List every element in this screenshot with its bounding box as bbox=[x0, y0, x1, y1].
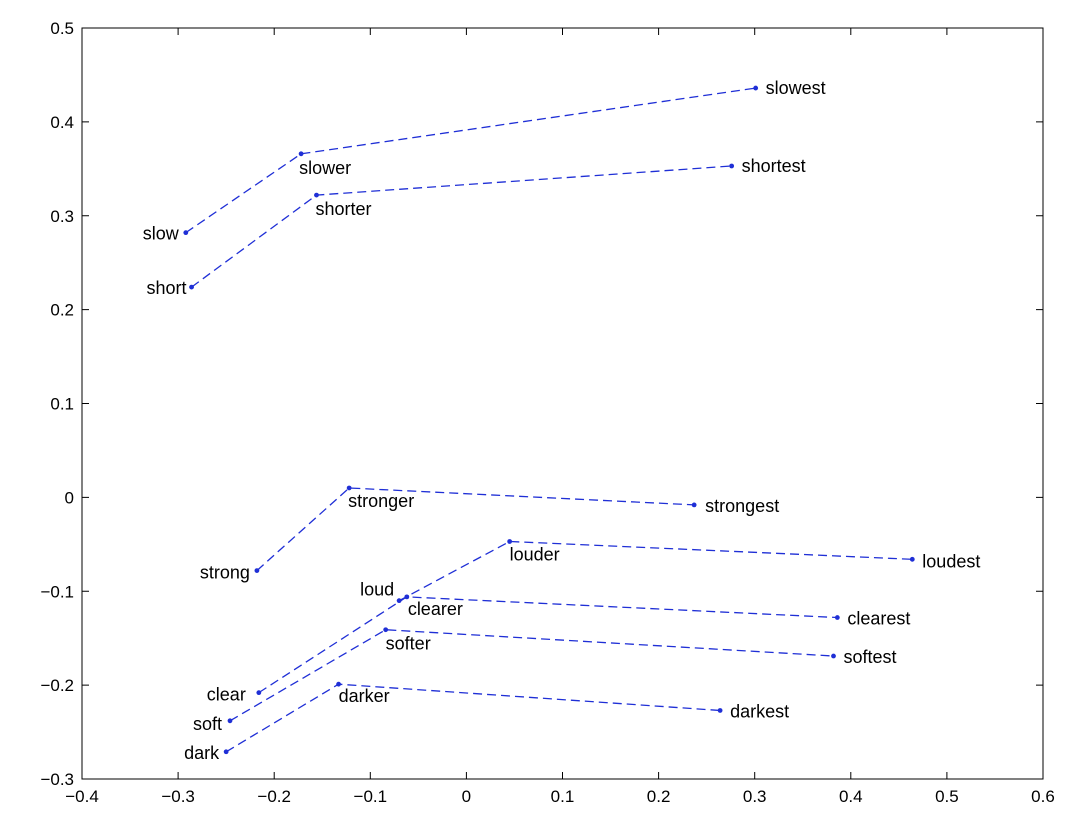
plot-area bbox=[81, 27, 1044, 780]
point-labels: slow slower slowest short shorter shortest str… bbox=[143, 78, 981, 763]
point-label: loudest bbox=[922, 551, 980, 571]
point-label: darkest bbox=[730, 701, 789, 721]
point-label: softer bbox=[386, 634, 431, 654]
x-tick-label: 0 bbox=[462, 787, 471, 806]
series-line bbox=[398, 540, 913, 602]
point-label: slower bbox=[299, 158, 351, 178]
x-tick-label: −0.3 bbox=[161, 787, 195, 806]
point-label: shorter bbox=[315, 199, 371, 219]
data-point bbox=[831, 653, 836, 659]
x-tick-label: 0.5 bbox=[935, 787, 959, 806]
data-point bbox=[227, 718, 233, 724]
y-tick-label: −0.2 bbox=[40, 676, 74, 695]
point-label: clear bbox=[207, 685, 246, 705]
data-point bbox=[298, 151, 304, 157]
data-points bbox=[183, 85, 915, 755]
x-axis: −0.4 −0.3 −0.2 −0.1 0 0.1 0.2 0.3 0.4 0.5 0.6 bbox=[65, 28, 1055, 806]
point-label: clearest bbox=[847, 609, 910, 629]
x-tick-label: −0.4 bbox=[65, 787, 99, 806]
x-tick-label: 0.2 bbox=[647, 787, 671, 806]
data-point bbox=[909, 556, 915, 562]
point-label: slow bbox=[143, 224, 180, 244]
point-label: darker bbox=[339, 686, 390, 706]
x-tick-label: 0.1 bbox=[551, 787, 575, 806]
x-tick-label: −0.2 bbox=[257, 787, 291, 806]
point-label: softest bbox=[844, 647, 897, 667]
point-label: strongest bbox=[705, 496, 779, 516]
data-point bbox=[691, 502, 697, 508]
y-tick-label: 0.1 bbox=[50, 395, 74, 414]
y-tick-label: 0.5 bbox=[50, 19, 74, 38]
point-label: louder bbox=[510, 544, 560, 564]
point-label: dark bbox=[184, 743, 220, 763]
point-label: shortest bbox=[742, 156, 806, 176]
y-axis: −0.3 −0.2 −0.1 0 0.1 0.2 0.3 0.4 0.5 bbox=[40, 19, 1043, 789]
y-tick-label: 0.3 bbox=[50, 207, 74, 226]
data-point bbox=[189, 284, 194, 290]
point-label: slowest bbox=[766, 78, 826, 98]
data-point bbox=[507, 539, 513, 544]
series-line bbox=[229, 629, 834, 722]
data-point bbox=[396, 598, 402, 604]
data-point bbox=[729, 163, 735, 169]
data-point bbox=[346, 485, 352, 491]
point-label: clearer bbox=[408, 599, 463, 619]
data-point bbox=[254, 568, 260, 573]
data-point bbox=[183, 230, 189, 236]
data-point bbox=[753, 85, 759, 91]
x-tick-label: −0.1 bbox=[354, 787, 388, 806]
y-tick-label: 0 bbox=[65, 488, 74, 507]
data-point bbox=[336, 681, 341, 687]
point-label: stronger bbox=[348, 491, 414, 511]
data-point bbox=[383, 627, 389, 633]
data-point bbox=[834, 615, 840, 620]
data-point bbox=[404, 594, 410, 600]
y-tick-label: 0.4 bbox=[50, 113, 74, 132]
point-label: strong bbox=[200, 563, 250, 583]
point-label: loud bbox=[360, 580, 394, 600]
y-tick-label: −0.1 bbox=[40, 582, 74, 601]
y-tick-label: 0.2 bbox=[50, 301, 74, 320]
data-point bbox=[314, 192, 319, 198]
data-point bbox=[256, 690, 262, 696]
point-label: short bbox=[147, 278, 187, 298]
data-point bbox=[223, 749, 229, 755]
y-tick-label: −0.3 bbox=[40, 770, 74, 789]
series-line bbox=[256, 487, 695, 572]
point-label: soft bbox=[193, 714, 222, 734]
x-tick-label: 0.6 bbox=[1031, 787, 1055, 806]
x-tick-label: 0.3 bbox=[743, 787, 767, 806]
x-tick-label: 0.4 bbox=[839, 787, 863, 806]
series-line bbox=[185, 87, 756, 234]
data-point bbox=[717, 708, 723, 713]
